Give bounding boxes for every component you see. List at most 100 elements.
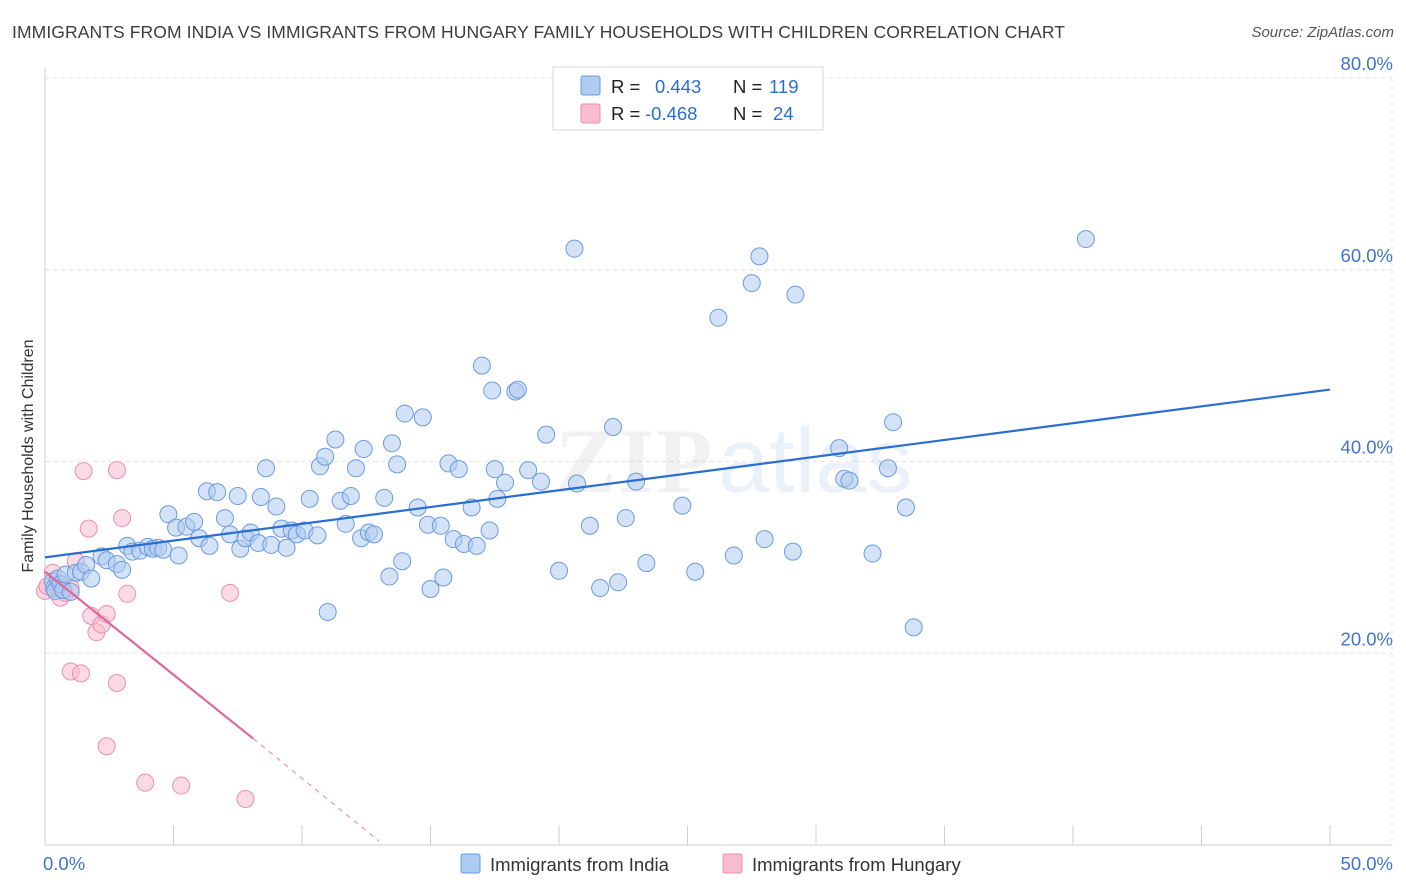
india-point [616, 509, 635, 528]
india-point [251, 487, 270, 506]
hungary-point [221, 583, 240, 602]
india-point [467, 536, 486, 555]
india-point [393, 552, 412, 571]
legend-hungary-r-label: R = [611, 103, 640, 124]
india-point [318, 603, 337, 622]
hungary-trendline [44, 570, 254, 740]
india-point [388, 455, 407, 474]
india-point [169, 546, 188, 565]
india-point [395, 404, 414, 423]
india-point [565, 239, 584, 258]
watermark: ZIP atlas [555, 410, 912, 512]
legend-swatch-hungary [580, 103, 601, 124]
india-point [750, 247, 769, 266]
india-point [449, 460, 468, 479]
legend-india-n-label: N = [733, 76, 762, 97]
hungary-point [236, 789, 255, 808]
india-point [364, 525, 383, 544]
india-point [326, 430, 345, 449]
india-point [519, 461, 538, 480]
y-tick-label: 40.0% [1341, 437, 1393, 458]
hungary-point [118, 584, 137, 603]
chart-title: IMMIGRANTS FROM INDIA VS IMMIGRANTS FROM… [12, 22, 1066, 42]
india-point [603, 417, 622, 436]
india-points [43, 230, 1095, 637]
india-point [354, 440, 373, 459]
india-point [591, 579, 610, 598]
correlation-legend: R = 0.443 N = 119 R = -0.468 N = 24 [552, 66, 824, 131]
india-point [316, 447, 335, 466]
india-point [485, 460, 504, 479]
india-point [709, 308, 728, 327]
india-point [262, 535, 281, 554]
bottom-legend-swatch-hungary [722, 853, 743, 874]
india-point [863, 544, 882, 563]
india-point [434, 568, 453, 587]
hungary-point [97, 737, 116, 756]
india-point [537, 425, 556, 444]
hungary-point [172, 776, 191, 795]
india-point [496, 473, 515, 492]
x-tick-labels: 0.0% 50.0% [43, 853, 1393, 874]
india-point [380, 567, 399, 586]
india-point [215, 509, 234, 528]
y-tick-labels: 20.0% 40.0% 60.0% 80.0% [1341, 53, 1393, 649]
hungary-point [107, 673, 126, 692]
india-point [341, 487, 360, 506]
india-point [532, 472, 551, 491]
india-point [300, 489, 319, 508]
india-point [783, 542, 802, 561]
india-point [431, 516, 450, 535]
india-trendline [44, 388, 1331, 559]
source-credit: Source: ZipAtlas.com [1251, 24, 1394, 41]
india-point [1076, 230, 1095, 249]
india-point [375, 488, 394, 507]
y-tick-label: 60.0% [1341, 245, 1393, 266]
trendlines [44, 388, 1331, 842]
hungary-point [79, 519, 98, 538]
x-tick-label: 0.0% [43, 853, 85, 874]
india-point [346, 459, 365, 478]
india-point [228, 487, 247, 506]
india-point [673, 496, 692, 515]
legend-hungary-r-value: -0.468 [645, 103, 697, 124]
y-tick-label: 80.0% [1341, 53, 1393, 74]
india-point [609, 573, 628, 592]
watermark-zip: ZIP [555, 410, 714, 512]
axes [44, 68, 1392, 846]
india-point [159, 505, 178, 524]
india-point [200, 536, 219, 555]
watermark-atlas: atlas [718, 410, 912, 512]
india-point [82, 569, 101, 588]
india-point [267, 497, 286, 516]
y-axis-title: Family Households with Children [20, 340, 37, 573]
legend-india-r-label: R = [611, 76, 640, 97]
hungary-point [136, 773, 155, 792]
india-point [113, 560, 132, 579]
india-point [840, 471, 859, 490]
india-point [382, 434, 401, 453]
india-point [208, 483, 227, 502]
india-point [637, 554, 656, 573]
india-point [755, 530, 774, 549]
india-point [904, 618, 923, 637]
india-point [742, 274, 761, 293]
india-point [786, 285, 805, 304]
legend-swatch-india [580, 75, 601, 96]
india-point [896, 498, 915, 517]
india-point [308, 526, 327, 545]
legend-india-n-value: 119 [769, 76, 799, 97]
india-point [277, 538, 296, 557]
india-point [421, 580, 440, 599]
india-point [185, 512, 204, 531]
india-point [686, 562, 705, 581]
x-tick-label: 50.0% [1341, 853, 1393, 874]
india-point [724, 546, 743, 565]
bottom-legend-india-label: Immigrants from India [490, 854, 670, 875]
india-point [472, 356, 491, 375]
legend-india-r-value: 0.443 [655, 76, 701, 97]
y-tick-label: 20.0% [1341, 628, 1393, 649]
legend-hungary-n-label: N = [733, 103, 762, 124]
india-point [508, 380, 527, 399]
